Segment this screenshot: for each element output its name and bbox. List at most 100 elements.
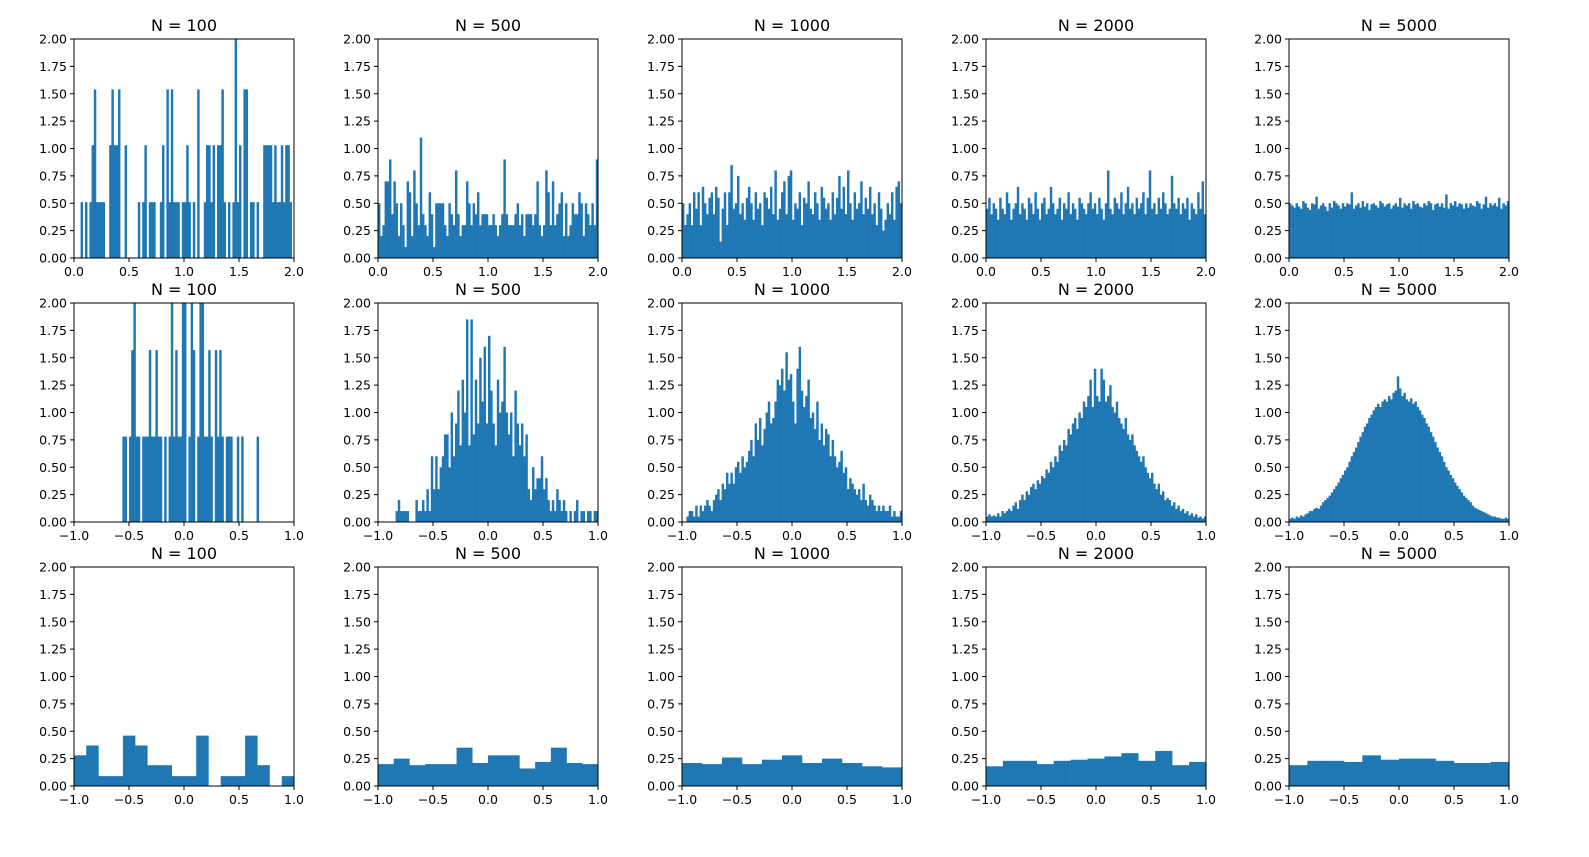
histogram-bar [710, 511, 714, 522]
histogram-bar [715, 186, 718, 258]
histogram-bar [554, 225, 557, 258]
histogram-bar [153, 436, 156, 522]
histogram-bar [748, 450, 751, 522]
histogram-bar [1330, 207, 1334, 258]
y-tick-label: 0.50 [1254, 724, 1282, 739]
histogram-bar [838, 461, 841, 522]
histogram-bar [765, 197, 769, 258]
histogram-bar [1019, 214, 1022, 258]
histogram-bar [785, 352, 788, 522]
histogram-bar [1096, 214, 1099, 258]
histogram-bar [1144, 467, 1147, 522]
y-tick-label: 0.00 [951, 515, 979, 530]
histogram-bar [884, 511, 887, 522]
y-tick-label: 0.25 [647, 223, 675, 238]
y-tick-label: 2.00 [39, 296, 67, 311]
x-tick-label: 2.0 [284, 264, 304, 279]
y-tick-label: 1.25 [647, 114, 675, 129]
histogram-bar [1023, 500, 1026, 522]
histogram-bar [855, 208, 859, 258]
histogram-bar [772, 417, 775, 522]
histogram-bar [1472, 763, 1491, 786]
y-tick-label: 0.25 [1254, 751, 1282, 766]
y-tick-label: 0.25 [343, 751, 371, 766]
x-tick-label: 1.0 [588, 528, 608, 543]
histogram-bar [1087, 203, 1090, 258]
histogram-bar [228, 202, 231, 258]
histogram-bar [986, 766, 1004, 786]
x-tick-label: −0.5 [418, 792, 448, 807]
y-tick-label: 0.00 [343, 515, 371, 530]
histogram-bar [1432, 436, 1435, 522]
y-tick-label: 0.25 [647, 487, 675, 502]
histogram-bar [1080, 417, 1084, 522]
histogram-bar [1005, 192, 1009, 258]
histogram-bar [858, 203, 861, 258]
histogram-bar [470, 319, 473, 522]
histogram-bar [1164, 500, 1167, 522]
histogram-bar [221, 436, 224, 522]
y-tick-label: 0.75 [1254, 432, 1282, 447]
histogram-bar [203, 202, 207, 258]
histogram-bar [582, 236, 586, 258]
histogram-bar [1359, 207, 1362, 258]
histogram-bar [565, 511, 568, 522]
histogram-bar [1502, 203, 1505, 258]
x-tick-label: 1.0 [284, 792, 304, 807]
axes-frame [73, 302, 295, 523]
y-tick-label: 0.50 [39, 460, 67, 475]
x-tick-label: 1.0 [892, 792, 912, 807]
histogram-bar [1410, 398, 1413, 522]
y-tick-label: 0.50 [39, 196, 67, 211]
histogram-bar [1063, 203, 1066, 258]
histogram-bar [1374, 407, 1378, 522]
histogram-bar [457, 214, 460, 258]
histogram-bar [554, 511, 557, 522]
y-tick-label: 0.00 [647, 251, 675, 266]
histogram-bar [474, 214, 478, 258]
histogram-bar [535, 761, 552, 786]
y-tick-label: 1.75 [39, 59, 67, 74]
histogram-bar [1423, 203, 1426, 258]
histogram-bar [1363, 206, 1367, 258]
y-tick-label: 1.25 [1254, 114, 1282, 129]
histogram-bar [1027, 494, 1031, 522]
histogram-bar [523, 456, 526, 522]
histogram-bar [507, 434, 511, 522]
histogram-bar [1297, 517, 1301, 522]
x-tick-label: −1.0 [59, 792, 89, 807]
histogram-bar [1080, 203, 1084, 258]
subplot-title: N = 5000 [1361, 544, 1437, 563]
histogram-bar [1036, 480, 1040, 522]
histogram-bar [842, 763, 863, 786]
histogram-bar [562, 236, 566, 258]
histogram-bar [488, 225, 491, 258]
axes-frame [681, 566, 903, 787]
histogram-bar [197, 89, 200, 258]
histogram-bar [503, 159, 506, 258]
histogram-bar [1456, 206, 1459, 258]
y-tick-label: 1.50 [343, 86, 371, 101]
x-tick-label: 0.0 [174, 792, 194, 807]
y-tick-label: 2.00 [1254, 296, 1282, 311]
histogram-bar [1451, 478, 1455, 522]
histogram-bar [1115, 203, 1119, 258]
histogram-bar [858, 489, 861, 522]
y-tick-label: 2.00 [343, 296, 371, 311]
histogram-bar [177, 436, 180, 522]
x-tick-label: 0.5 [1141, 792, 1161, 807]
histogram-bar [267, 145, 271, 258]
histogram-bar [499, 412, 502, 522]
x-tick-label: −1.0 [971, 528, 1001, 543]
histogram-bar [1102, 219, 1106, 258]
subplot-r2-c3: 0.00 0.25 0.50 0.75 1.00 1.25 1.50 1.75 2.00 −1.0… [647, 280, 912, 543]
histogram-bar [395, 203, 399, 258]
histogram-bar [1425, 205, 1428, 258]
histogram-bars [1289, 755, 1509, 786]
histogram-bar [1438, 206, 1442, 258]
histogram-bar [1333, 489, 1336, 522]
histogram-bar [802, 763, 823, 786]
histogram-bar [1164, 203, 1167, 258]
histogram-bar [516, 203, 520, 258]
histogram-bar [157, 436, 161, 522]
